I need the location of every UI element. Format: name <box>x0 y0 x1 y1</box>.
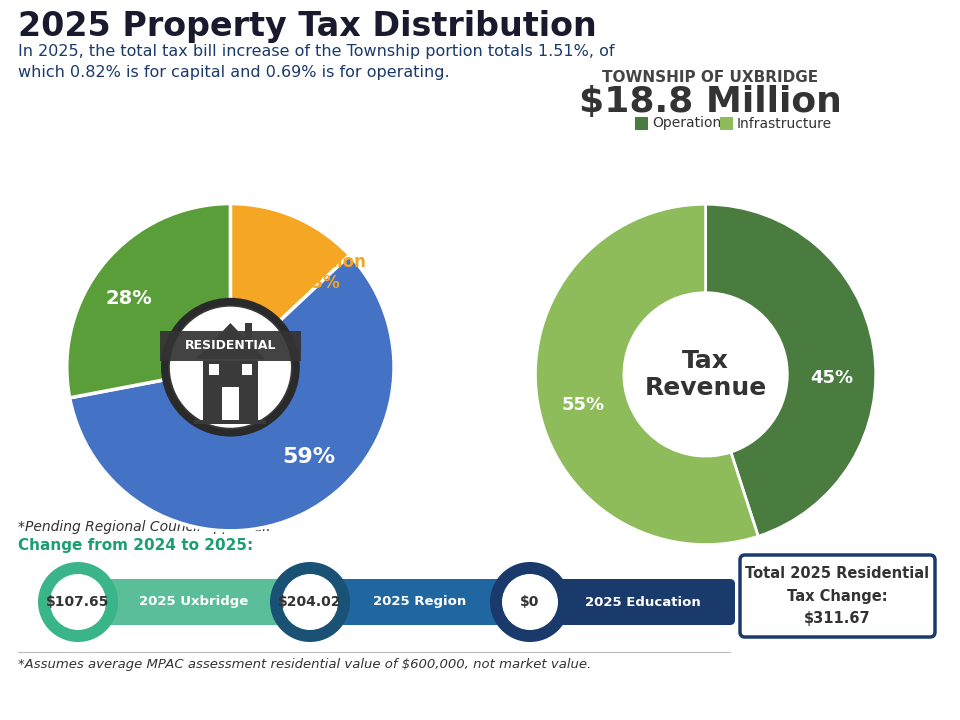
Text: Education
13%: Education 13% <box>274 253 367 292</box>
Circle shape <box>170 307 291 428</box>
Wedge shape <box>67 204 230 398</box>
Text: In 2025, the total tax bill increase of the Township portion totals 1.51%, of
wh: In 2025, the total tax bill increase of … <box>18 44 614 80</box>
Text: Change from 2024 to 2025:: Change from 2024 to 2025: <box>18 538 253 553</box>
Polygon shape <box>245 323 252 341</box>
Wedge shape <box>536 204 758 544</box>
Circle shape <box>270 562 350 642</box>
Text: Tax
Revenue: Tax Revenue <box>644 348 767 400</box>
FancyBboxPatch shape <box>160 331 300 361</box>
Text: TOWNSHIP OF UXBRIDGE: TOWNSHIP OF UXBRIDGE <box>602 71 818 86</box>
FancyBboxPatch shape <box>720 117 733 130</box>
Text: 28%: 28% <box>106 289 153 308</box>
Text: Operations: Operations <box>652 117 729 130</box>
Circle shape <box>626 294 785 454</box>
Text: $0: $0 <box>520 595 540 609</box>
Circle shape <box>172 309 289 426</box>
Text: Infrastructure: Infrastructure <box>737 117 832 130</box>
FancyBboxPatch shape <box>635 117 648 130</box>
FancyBboxPatch shape <box>73 579 351 625</box>
Circle shape <box>168 305 293 429</box>
Circle shape <box>50 574 106 630</box>
Text: 2025 Uxbridge: 2025 Uxbridge <box>139 595 249 608</box>
Text: 55%: 55% <box>562 396 605 414</box>
Text: *Assumes average MPAC assessment residential value of $600,000, not market value: *Assumes average MPAC assessment residen… <box>18 658 591 671</box>
Text: 2025 Region: 2025 Region <box>373 595 467 608</box>
Polygon shape <box>203 361 258 420</box>
Circle shape <box>38 562 118 642</box>
FancyBboxPatch shape <box>525 579 735 625</box>
Text: $204.02: $204.02 <box>278 595 342 609</box>
Wedge shape <box>70 255 394 531</box>
Text: 2025 Education: 2025 Education <box>585 595 701 608</box>
Circle shape <box>282 574 338 630</box>
Polygon shape <box>196 323 265 359</box>
Wedge shape <box>230 204 349 325</box>
Text: $107.65: $107.65 <box>46 595 109 609</box>
Polygon shape <box>222 387 239 420</box>
Polygon shape <box>194 420 266 425</box>
FancyBboxPatch shape <box>305 579 571 625</box>
Text: 2025 Property Tax Distribution: 2025 Property Tax Distribution <box>18 10 597 43</box>
Polygon shape <box>209 364 219 375</box>
Circle shape <box>490 562 570 642</box>
Text: 45%: 45% <box>810 369 853 387</box>
Polygon shape <box>242 364 252 375</box>
Text: Total 2025 Residential
Tax Change:
$311.67: Total 2025 Residential Tax Change: $311.… <box>745 567 929 626</box>
Text: 59%: 59% <box>282 447 335 467</box>
Text: $18.8 Million: $18.8 Million <box>579 85 841 119</box>
FancyBboxPatch shape <box>740 555 935 637</box>
Text: RESIDENTIAL: RESIDENTIAL <box>184 339 276 352</box>
Text: *Pending Regional Council approval.: *Pending Regional Council approval. <box>18 520 271 534</box>
Wedge shape <box>706 204 876 536</box>
Circle shape <box>502 574 558 630</box>
